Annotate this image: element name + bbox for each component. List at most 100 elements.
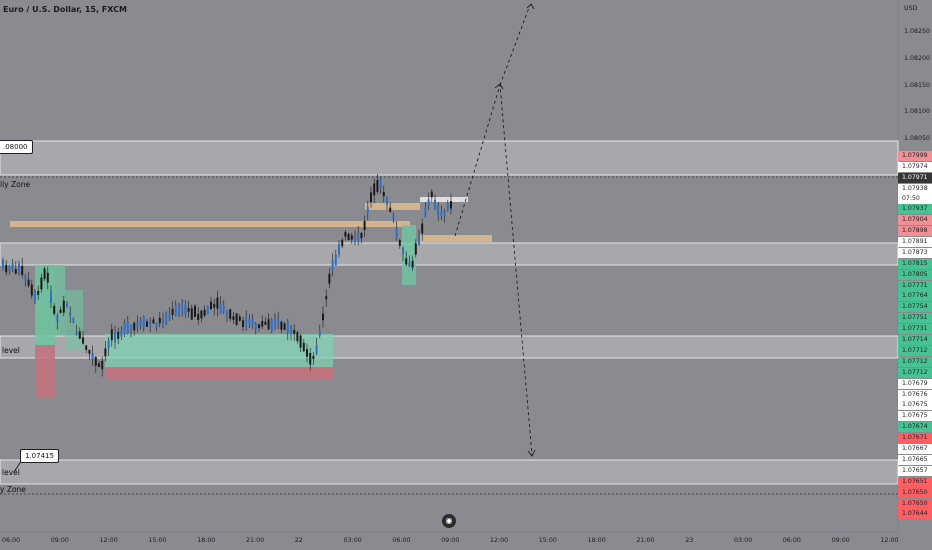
time-tick-label: 12:00: [880, 537, 899, 544]
order-block-box[interactable]: [35, 345, 55, 397]
candle-body: [312, 355, 315, 360]
order-block-box[interactable]: [402, 225, 416, 285]
candle-body: [14, 269, 17, 274]
time-tick-label: 03:00: [343, 537, 362, 544]
candle-body: [357, 233, 360, 241]
tradingview-logo-icon: ◉: [442, 514, 456, 528]
candle-body: [40, 277, 43, 290]
price-tag: 1.07751: [898, 313, 932, 324]
candle-body: [174, 305, 177, 316]
candle-body: [277, 317, 280, 325]
order-block-box[interactable]: [10, 221, 410, 227]
price-callout[interactable]: .08000: [0, 140, 33, 154]
price-tag: 1.07665: [898, 454, 932, 465]
candle-body: [62, 300, 65, 313]
demand-zone[interactable]: [0, 459, 899, 485]
candle-body: [59, 309, 62, 313]
candle-body: [370, 192, 372, 202]
candle-body: [34, 290, 36, 301]
candle-body: [341, 239, 344, 247]
candle-body: [8, 265, 11, 271]
price-callout[interactable]: 1.07415: [20, 449, 59, 463]
candle-body: [72, 317, 75, 323]
candle-body: [299, 335, 302, 348]
resistance-zone[interactable]: [0, 242, 899, 266]
candle-body: [203, 309, 206, 316]
candle-body: [82, 337, 84, 344]
zone-label: y Zone: [0, 485, 26, 494]
candle-body: [242, 320, 244, 328]
candle-body: [53, 305, 56, 314]
time-tick-label: 21:00: [246, 537, 265, 544]
candle-body: [251, 318, 254, 326]
candle-body: [302, 342, 305, 352]
candle-body: [427, 199, 430, 206]
order-block-box[interactable]: [420, 197, 468, 202]
order-block-box[interactable]: [35, 265, 55, 345]
candle-body: [264, 321, 267, 325]
price-tag: 1.07938 07:50: [898, 183, 932, 204]
candle-body: [133, 322, 136, 331]
candle-body: [222, 305, 225, 312]
candle-body: [158, 317, 161, 324]
candle-body: [270, 319, 273, 332]
price-tick-label: 1.08050: [904, 135, 931, 142]
price-tag: 1.07671: [898, 433, 932, 444]
candle-body: [366, 206, 369, 213]
candle-body: [411, 260, 414, 268]
candle-body: [338, 243, 340, 255]
candle-body: [43, 268, 46, 280]
price-tick-label: 1.08200: [904, 55, 931, 62]
candle-body: [107, 340, 110, 349]
candle-body: [232, 316, 235, 320]
price-tag: 1.07891: [898, 236, 932, 247]
candle-body: [78, 331, 81, 339]
price-tag: 1.07712: [898, 367, 932, 378]
candle-body: [421, 223, 424, 234]
candle-body: [229, 309, 232, 319]
price-tag: 1.07764: [898, 291, 932, 302]
candle-body: [94, 356, 97, 366]
candle-body: [27, 279, 30, 286]
price-tag: 1.07974: [898, 161, 932, 172]
order-block-box[interactable]: [105, 334, 333, 368]
order-block-box[interactable]: [420, 235, 492, 242]
candle-body: [414, 243, 417, 255]
order-block-box[interactable]: [55, 265, 65, 335]
price-tag: 1.07999: [898, 151, 932, 161]
candle-body: [50, 291, 52, 304]
candle-body: [315, 345, 318, 354]
order-block-box[interactable]: [105, 367, 333, 380]
candle-body: [56, 315, 59, 322]
candle-body: [405, 258, 408, 265]
candle-body: [334, 254, 337, 266]
candle-body: [290, 328, 292, 334]
arrow-head-icon: [526, 3, 535, 10]
time-tick-label: 21:00: [636, 537, 655, 544]
candle-body: [197, 313, 200, 320]
candle-body: [430, 191, 433, 198]
time-tick-label: 23: [685, 537, 694, 544]
order-block-box[interactable]: [365, 203, 420, 210]
time-tick-label: 12:00: [490, 537, 509, 544]
projection-path-up[interactable]: [499, 4, 531, 86]
time-tick-label: 03:00: [734, 537, 753, 544]
time-tick-label: 12:00: [99, 537, 118, 544]
candle-body: [386, 197, 388, 205]
candle-body: [322, 313, 324, 321]
candle-body: [283, 323, 286, 330]
candle-body: [347, 233, 350, 241]
candle-body: [379, 178, 382, 188]
candle-body: [149, 321, 152, 326]
price-tick-label: 1.08150: [904, 82, 931, 89]
candle-body: [424, 208, 427, 218]
candle-body: [18, 264, 20, 272]
price-tag: 1.07712: [898, 345, 932, 356]
candle-body: [184, 304, 187, 315]
candle-body: [101, 360, 104, 370]
candle-body: [126, 321, 129, 334]
candle-body: [190, 308, 193, 320]
supply-zone[interactable]: [0, 140, 899, 176]
